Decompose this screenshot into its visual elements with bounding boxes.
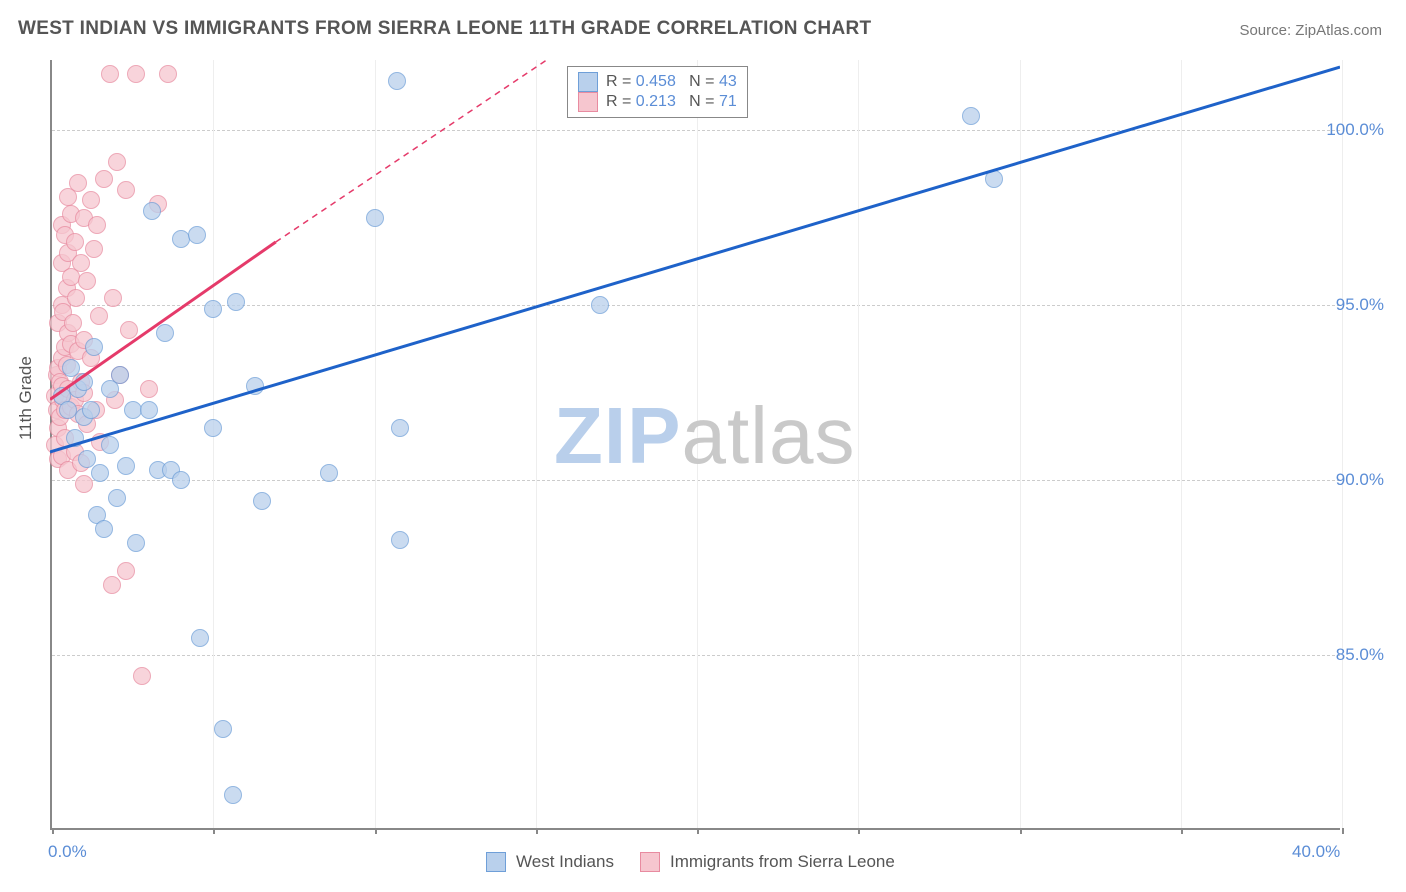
series-legend: West Indians Immigrants from Sierra Leone (486, 852, 911, 872)
scatter-point (104, 289, 122, 307)
x-tick (1342, 828, 1344, 834)
x-tick (375, 828, 377, 834)
gridline-horizontal (52, 130, 1340, 131)
x-tick (1020, 828, 1022, 834)
scatter-point (90, 307, 108, 325)
gridline-horizontal (52, 305, 1340, 306)
scatter-point (88, 216, 106, 234)
scatter-point (69, 174, 87, 192)
scatter-point (156, 324, 174, 342)
x-tick-label: 0.0% (48, 842, 87, 862)
scatter-point (82, 401, 100, 419)
y-axis-label: 11th Grade (16, 356, 36, 440)
scatter-point (366, 209, 384, 227)
scatter-point (108, 153, 126, 171)
scatter-point (246, 377, 264, 395)
scatter-point (95, 170, 113, 188)
scatter-point (391, 419, 409, 437)
x-tick (697, 828, 699, 834)
gridline-vertical (213, 60, 214, 828)
scatter-point (191, 629, 209, 647)
scatter-point (85, 240, 103, 258)
scatter-point (204, 419, 222, 437)
gridline-vertical (1342, 60, 1343, 828)
scatter-point (140, 401, 158, 419)
legend-swatch (486, 852, 506, 872)
scatter-point (224, 786, 242, 804)
y-tick-label: 100.0% (1326, 120, 1384, 140)
scatter-point (75, 475, 93, 493)
source-attribution: Source: ZipAtlas.com (1239, 22, 1382, 39)
x-tick (52, 828, 54, 834)
y-tick-label: 85.0% (1336, 645, 1384, 665)
scatter-point (188, 226, 206, 244)
scatter-point (159, 65, 177, 83)
gridline-horizontal (52, 655, 1340, 656)
legend-row: R = 0.213 N = 71 (578, 92, 737, 112)
scatter-point (95, 520, 113, 538)
scatter-point (204, 300, 222, 318)
scatter-point (591, 296, 609, 314)
gridline-vertical (858, 60, 859, 828)
scatter-point (985, 170, 1003, 188)
legend-series-label: West Indians (516, 852, 614, 872)
scatter-point (66, 429, 84, 447)
scatter-point (227, 293, 245, 311)
scatter-point (143, 202, 161, 220)
scatter-point (172, 471, 190, 489)
legend-swatch (578, 92, 598, 112)
scatter-point (67, 289, 85, 307)
scatter-point (117, 457, 135, 475)
gridline-vertical (375, 60, 376, 828)
chart-title: WEST INDIAN VS IMMIGRANTS FROM SIERRA LE… (18, 18, 871, 40)
scatter-point (64, 314, 82, 332)
scatter-point (117, 181, 135, 199)
gridline-horizontal (52, 480, 1340, 481)
scatter-point (388, 72, 406, 90)
scatter-point (85, 338, 103, 356)
scatter-point (75, 373, 93, 391)
scatter-point (101, 436, 119, 454)
legend-row: R = 0.458 N = 43 (578, 72, 737, 92)
gridline-vertical (1181, 60, 1182, 828)
legend-swatch (640, 852, 660, 872)
legend-text: R = 0.213 N = 71 (606, 93, 737, 111)
scatter-point (72, 254, 90, 272)
scatter-point (91, 464, 109, 482)
correlation-legend: R = 0.458 N = 43 R = 0.213 N = 71 (567, 66, 748, 118)
scatter-point (120, 321, 138, 339)
x-tick (858, 828, 860, 834)
gridline-vertical (697, 60, 698, 828)
scatter-point (962, 107, 980, 125)
scatter-point (78, 272, 96, 290)
x-tick (213, 828, 215, 834)
scatter-point (101, 65, 119, 83)
chart-plot-area (50, 60, 1340, 830)
x-tick (1181, 828, 1183, 834)
scatter-point (117, 562, 135, 580)
gridline-vertical (536, 60, 537, 828)
scatter-point (253, 492, 271, 510)
legend-swatch (578, 72, 598, 92)
scatter-point (108, 489, 126, 507)
scatter-point (391, 531, 409, 549)
x-tick-label: 40.0% (1292, 842, 1340, 862)
gridline-vertical (1020, 60, 1021, 828)
scatter-point (127, 65, 145, 83)
legend-series-label: Immigrants from Sierra Leone (670, 852, 895, 872)
legend-text: R = 0.458 N = 43 (606, 73, 737, 91)
scatter-point (172, 230, 190, 248)
scatter-point (140, 380, 158, 398)
x-tick (536, 828, 538, 834)
scatter-point (127, 534, 145, 552)
scatter-point (82, 191, 100, 209)
scatter-point (214, 720, 232, 738)
y-tick-label: 90.0% (1336, 470, 1384, 490)
scatter-point (133, 667, 151, 685)
scatter-point (111, 366, 129, 384)
y-tick-label: 95.0% (1336, 295, 1384, 315)
scatter-point (320, 464, 338, 482)
scatter-point (103, 576, 121, 594)
scatter-point (66, 233, 84, 251)
